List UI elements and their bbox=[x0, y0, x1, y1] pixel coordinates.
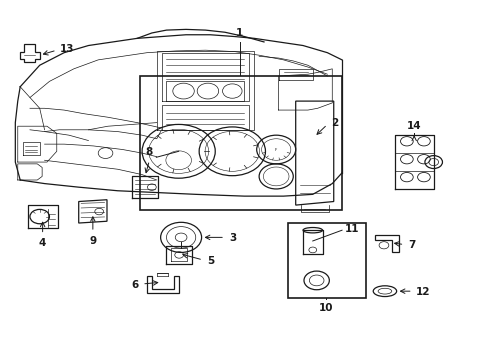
Text: F: F bbox=[274, 148, 277, 152]
Text: 2: 2 bbox=[330, 118, 338, 128]
Text: 12: 12 bbox=[415, 287, 430, 297]
Text: 14: 14 bbox=[406, 121, 421, 131]
Text: 10: 10 bbox=[318, 303, 332, 312]
Text: 6: 6 bbox=[131, 280, 138, 290]
Text: 5: 5 bbox=[206, 256, 214, 266]
Text: 8: 8 bbox=[145, 147, 153, 157]
Text: 13: 13 bbox=[60, 44, 75, 54]
Text: 11: 11 bbox=[344, 224, 359, 234]
Text: 9: 9 bbox=[89, 235, 96, 246]
Text: 3: 3 bbox=[228, 233, 236, 243]
Text: 7: 7 bbox=[407, 240, 415, 250]
Bar bbox=[140, 76, 341, 211]
Text: 1: 1 bbox=[236, 28, 243, 39]
Bar bbox=[288, 223, 366, 298]
Text: 4: 4 bbox=[39, 238, 46, 248]
